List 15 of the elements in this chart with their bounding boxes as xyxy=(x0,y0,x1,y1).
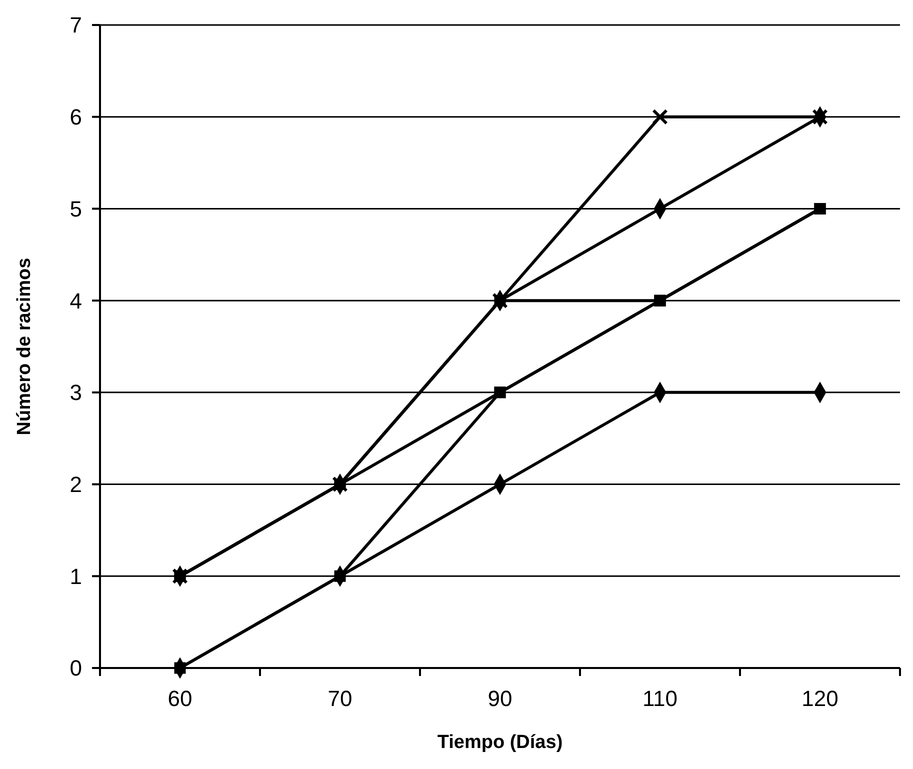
x-tick-label: 90 xyxy=(488,686,512,711)
y-tick-label: 6 xyxy=(70,104,82,130)
x-tick-label: 120 xyxy=(802,686,838,711)
x-tick-label: 110 xyxy=(642,686,678,711)
x-tick-label: 70 xyxy=(328,686,352,711)
x-tick-label: 60 xyxy=(168,686,192,711)
y-tick-label: 1 xyxy=(70,564,82,589)
y-axis-title: Número de racimos xyxy=(14,258,35,436)
y-tick-label: 3 xyxy=(70,380,82,406)
y-tick-label: 5 xyxy=(70,196,82,222)
y-tick-label: 0 xyxy=(70,656,82,681)
y-tick-label: 2 xyxy=(70,472,82,497)
y-tick-label: 7 xyxy=(70,12,82,38)
x-axis-title: Tiempo (Días) xyxy=(437,732,563,753)
y-tick-label: 4 xyxy=(70,288,82,314)
